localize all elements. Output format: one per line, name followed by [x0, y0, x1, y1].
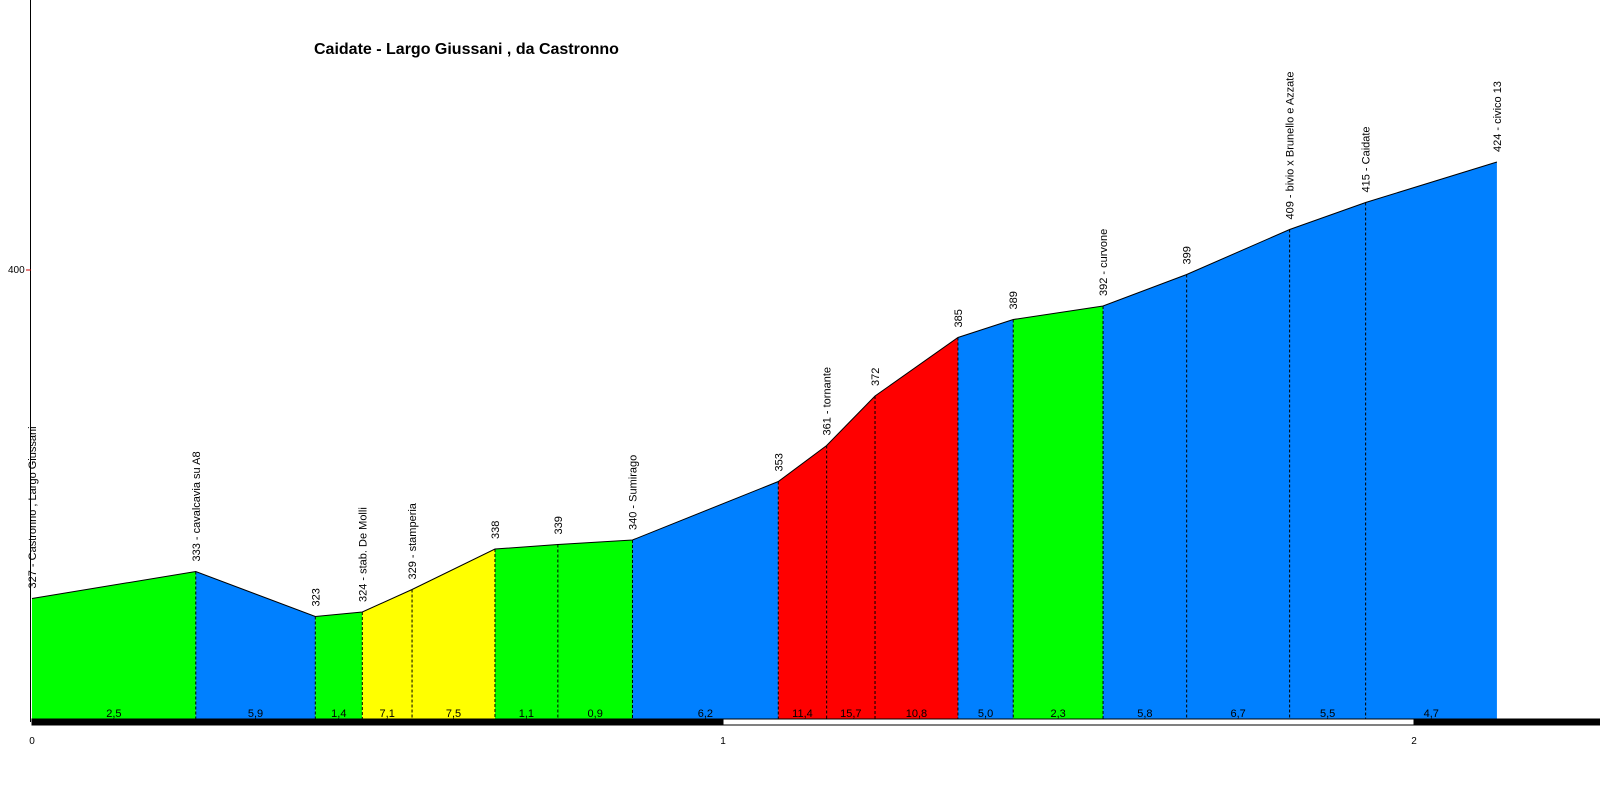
segment-fill-1: [195, 571, 316, 720]
grade-label-2: 1,4: [331, 708, 346, 720]
y-tick-label-0: 400: [8, 265, 25, 276]
segment-fill-7: [632, 481, 779, 720]
grade-label-5: 1,1: [519, 708, 534, 720]
segment-fill-0: [32, 571, 196, 720]
point-label-2: 323: [310, 588, 322, 606]
segment-fill-9: [826, 396, 876, 720]
dividers-layer: [195, 202, 1367, 720]
x-tick-label-1: 1: [720, 736, 726, 747]
point-label-6: 339: [553, 516, 565, 534]
segment-fill-8: [778, 445, 827, 720]
grade-label-15: 5,5: [1320, 708, 1335, 720]
point-label-16: 415 - Caidate: [1361, 126, 1373, 192]
segment-fill-16: [1365, 162, 1497, 720]
grade-label-0: 2,5: [106, 708, 121, 720]
point-label-15: 409 - bivio x Brunello e Azzate: [1285, 72, 1297, 220]
segment-fill-15: [1289, 202, 1366, 720]
point-label-4: 329 - stamperia: [407, 502, 419, 579]
segment-fill-12: [1013, 306, 1104, 720]
segment-fill-11: [957, 319, 1014, 720]
grade-label-3: 7,1: [380, 708, 395, 720]
segment-fill-4: [412, 549, 495, 720]
x-tick-label-0: 0: [29, 736, 35, 747]
point-label-1: 333 - cavalcavia su A8: [191, 451, 203, 561]
grade-label-8: 11,4: [792, 708, 813, 720]
point-label-5: 338: [490, 521, 502, 539]
point-label-14: 399: [1182, 246, 1194, 264]
grade-label-6: 0,9: [588, 708, 603, 720]
grade-label-1: 5,9: [248, 708, 263, 720]
segment-fill-2: [315, 612, 363, 720]
grade-label-11: 5,0: [978, 708, 993, 720]
grade-label-13: 5,8: [1137, 708, 1152, 720]
segments-layer: [32, 162, 1497, 720]
grade-label-14: 6,7: [1230, 708, 1245, 720]
point-label-8: 353: [773, 453, 785, 471]
km-bar-1: [722, 718, 1415, 726]
segment-fill-3: [362, 589, 413, 720]
x-tick-label-2: 2: [1411, 736, 1417, 747]
point-label-3: 324 - stab. De Molli: [357, 507, 369, 602]
point-label-12: 389: [1008, 291, 1020, 309]
grade-label-10: 10,8: [906, 708, 927, 720]
point-label-7: 340 - Sumirago: [627, 455, 639, 530]
point-label-11: 385: [953, 309, 965, 327]
grade-label-4: 7,5: [446, 708, 461, 720]
segment-fill-5: [494, 544, 558, 720]
segment-fill-10: [875, 337, 958, 720]
grade-label-16: 4,7: [1424, 708, 1439, 720]
point-label-0: 327 - Castronno , Largo Giussani: [27, 426, 39, 588]
segment-fill-6: [557, 540, 633, 720]
grade-label-7: 6,2: [698, 708, 713, 720]
chart-title: Caidate - Largo Giussani , da Castronno: [314, 41, 619, 58]
segment-fill-13: [1103, 274, 1187, 720]
km-bar-0: [31, 718, 724, 726]
labels-layer: 2,5 5,9 1,4 7,1 7,5 1,1 0,9 6,2 11,4 15,7 10,8 5,0 2…: [27, 72, 1504, 720]
profile-line: [31, 161, 1498, 618]
grade-label-12: 2,3: [1050, 708, 1065, 720]
segment-fill-14: [1186, 229, 1290, 720]
point-label-17: 424 - civico 13: [1492, 81, 1504, 152]
point-label-13: 392 - curvone: [1098, 229, 1110, 296]
point-label-10: 372: [870, 368, 882, 386]
axes-layer: 400 0 1 2: [8, 0, 1600, 747]
grade-label-9: 15,7: [840, 708, 861, 720]
km-bar-2: [1413, 718, 1600, 726]
point-label-9: 361 - tornante: [822, 367, 834, 436]
outline-layer: [31, 161, 1498, 618]
